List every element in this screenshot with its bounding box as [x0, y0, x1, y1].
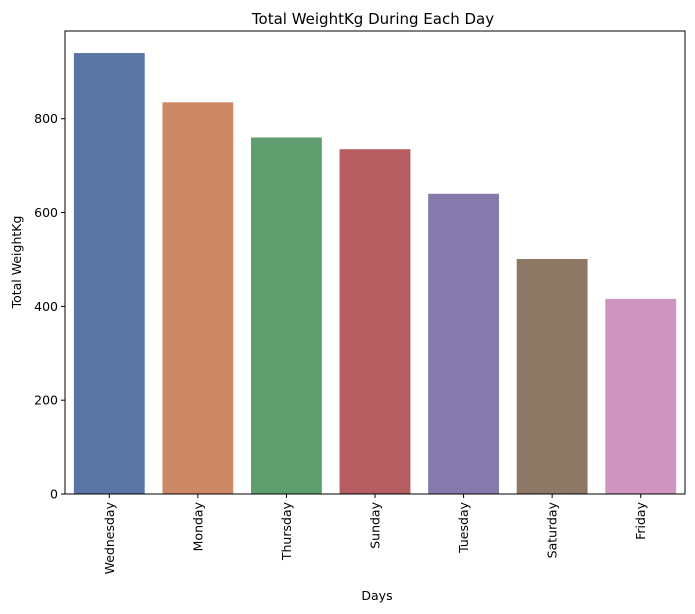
y-tick-label: 600 — [34, 205, 58, 220]
y-tick-label: 400 — [34, 299, 58, 314]
y-tick-label: 800 — [34, 111, 58, 126]
bar-tuesday — [428, 193, 499, 494]
y-axis-ticks: 0 200 400 600 800 — [34, 111, 65, 502]
bar-wednesday — [73, 53, 145, 495]
bars-group — [73, 53, 677, 495]
chart-title: Total WeightKg During Each Day — [251, 10, 494, 28]
x-axis-label: Days — [361, 588, 392, 603]
y-tick-label: 0 — [50, 487, 58, 502]
bar-saturday — [516, 258, 588, 494]
x-tick-label: Sunday — [368, 501, 383, 548]
bar-thursday — [251, 137, 322, 495]
y-axis-label: Total WeightKg — [9, 216, 24, 310]
x-tick-label: Monday — [190, 501, 205, 551]
x-axis-ticks: Wednesday Monday Thursday Sunday Tuesday Satu… — [102, 494, 648, 574]
y-tick-label: 200 — [34, 393, 58, 408]
x-tick-label: Wednesday — [102, 501, 117, 574]
bar-monday — [162, 102, 234, 495]
bar-friday — [605, 298, 677, 494]
x-tick-label: Friday — [633, 501, 648, 539]
x-tick-label: Saturday — [545, 501, 560, 558]
bar-sunday — [339, 149, 411, 494]
plot-frame — [64, 30, 686, 495]
x-tick-label: Thursday — [279, 501, 294, 561]
x-tick-label: Tuesday — [456, 501, 471, 553]
